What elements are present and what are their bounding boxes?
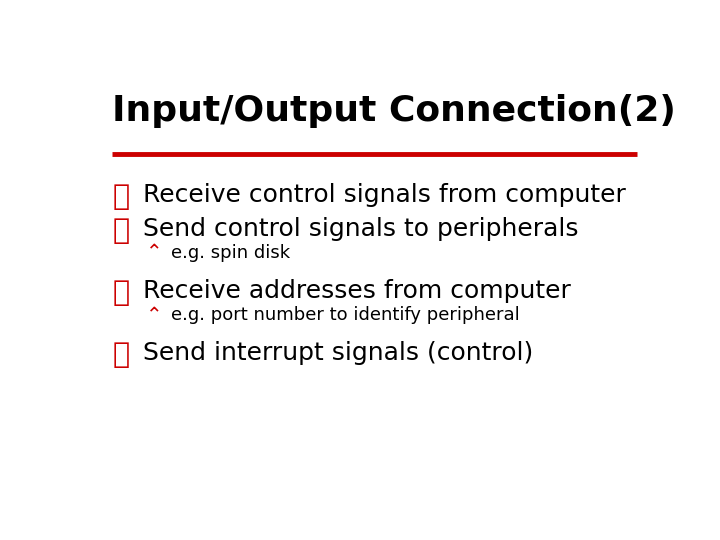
Text: Send control signals to peripherals: Send control signals to peripherals <box>143 217 578 240</box>
Text: Input/Output Connection(2): Input/Output Connection(2) <box>112 94 676 128</box>
Text: Receive control signals from computer: Receive control signals from computer <box>143 183 626 207</box>
Text: e.g. port number to identify peripheral: e.g. port number to identify peripheral <box>171 306 520 324</box>
Text: ⌃: ⌃ <box>145 306 163 325</box>
Text: ⎈: ⎈ <box>112 341 130 369</box>
Text: Receive addresses from computer: Receive addresses from computer <box>143 279 571 303</box>
Text: Send interrupt signals (control): Send interrupt signals (control) <box>143 341 534 365</box>
Text: ⎈: ⎈ <box>112 183 130 211</box>
Text: e.g. spin disk: e.g. spin disk <box>171 244 290 261</box>
Text: ⌃: ⌃ <box>145 244 163 262</box>
Text: ⎈: ⎈ <box>112 279 130 307</box>
Text: ⎈: ⎈ <box>112 217 130 245</box>
